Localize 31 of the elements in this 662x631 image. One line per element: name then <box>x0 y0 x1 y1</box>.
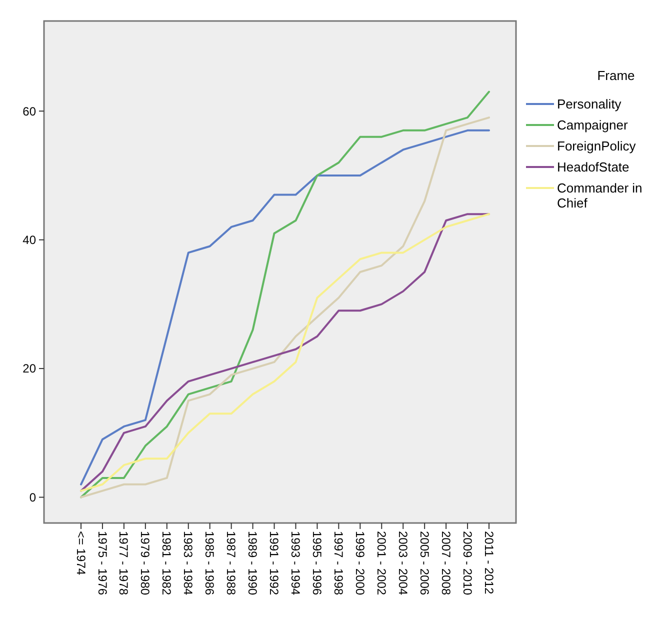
x-tick-label: 1979 - 1980 <box>138 531 152 596</box>
x-tick-label: 1977 - 1978 <box>116 531 131 596</box>
x-tick-label: 2007 - 2008 <box>438 531 453 596</box>
x-tick-label: 2005 - 2006 <box>417 531 432 596</box>
x-tick-label: 2001 - 2002 <box>374 531 388 596</box>
x-tick-label: 1987 - 1988 <box>224 531 238 596</box>
x-tick-label: 2009 - 2010 <box>460 531 474 596</box>
x-tick-label: 1989 - 1990 <box>246 531 260 596</box>
x-tick-label: 1981 - 1982 <box>160 531 174 596</box>
x-tick-label: 1995 - 1996 <box>310 531 324 596</box>
x-tick-label: <= 1974 <box>74 531 88 576</box>
x-tick-label: 1997 - 1998 <box>331 531 346 596</box>
x-tick-label: 1975 - 1976 <box>95 531 110 596</box>
x-tick-label: 1985 - 1986 <box>202 531 217 596</box>
legend-label: HeadofState <box>557 160 630 175</box>
legend-label: Campaigner <box>557 118 628 133</box>
x-tick-label: 2011 - 2012 <box>482 531 496 594</box>
legend-label: Personality <box>557 96 622 112</box>
y-tick-label: 40 <box>22 233 36 248</box>
x-tick-label: 1993 - 1994 <box>288 531 303 596</box>
y-tick-label: 20 <box>22 362 36 376</box>
legend-label: ForeignPolicy <box>557 138 636 154</box>
x-tick-label: 1983 - 1984 <box>181 531 196 596</box>
x-tick-label: 1999 - 2000 <box>352 531 367 596</box>
legend-title: Frame <box>597 68 635 83</box>
x-tick-label: 2003 - 2004 <box>396 531 410 596</box>
y-tick-label: 60 <box>22 104 36 118</box>
y-tick-label: 0 <box>29 490 36 504</box>
x-tick-label: 1991 - 1992 <box>267 531 282 596</box>
legend-label: Commander in Chief <box>557 180 642 211</box>
line-series <box>80 213 490 492</box>
